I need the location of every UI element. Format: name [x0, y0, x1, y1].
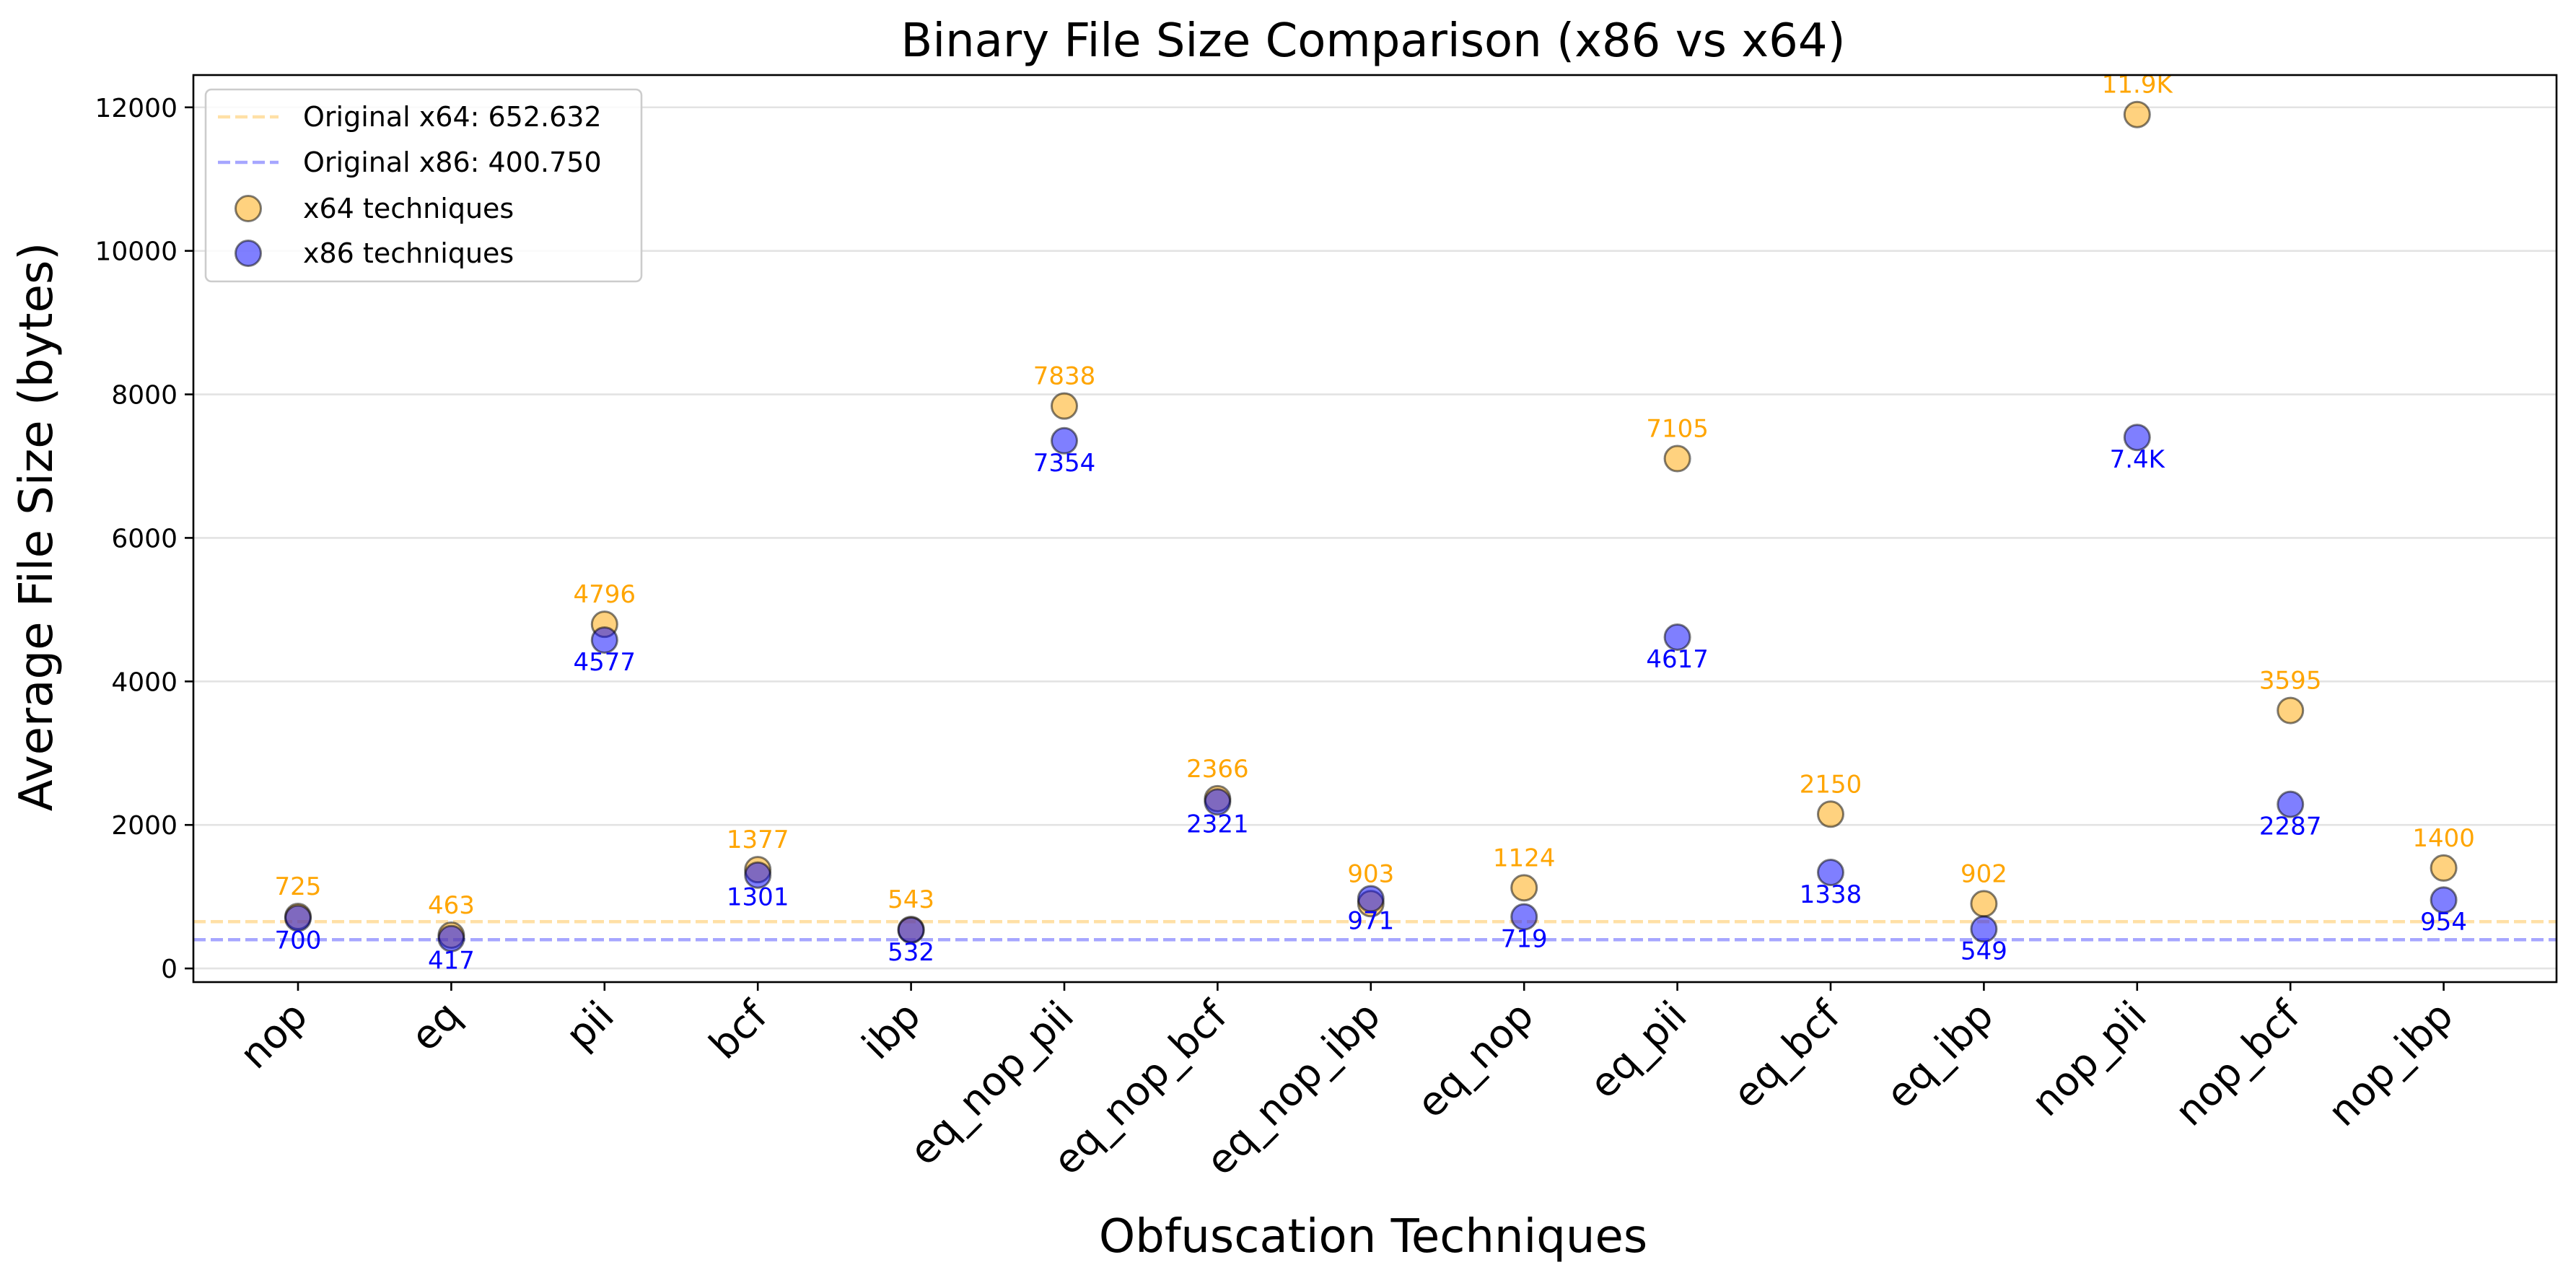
data-point: [2277, 790, 2305, 818]
legend-marker: [235, 195, 262, 222]
data-point: [284, 904, 312, 932]
data-label: 1301: [727, 883, 789, 912]
y-axis-ticks: 0 2000 4000 6000 8000 10000 12000: [95, 94, 193, 984]
y-tick-label: 10000: [95, 237, 178, 267]
data-label: 7.4K: [2110, 445, 2166, 474]
y-tick-label: 2000: [111, 811, 178, 841]
data-point: [2277, 696, 2305, 724]
data-label: 954: [2420, 908, 2467, 937]
data-label: 700: [275, 926, 322, 955]
data-label: 2321: [1186, 810, 1249, 838]
legend-label: Original x64: 652.632: [303, 101, 602, 133]
data-label: 532: [888, 938, 934, 967]
data-label: 2287: [2259, 813, 2322, 841]
y-axis-label: Average File Size (bytes): [10, 242, 63, 812]
data-label: 1377: [727, 826, 789, 854]
data-point: [1817, 800, 1844, 828]
legend-label: Original x86: 400.750: [303, 146, 602, 178]
legend-marker: [235, 240, 262, 267]
y-tick-label: 6000: [111, 524, 178, 553]
data-label: 4796: [574, 580, 636, 609]
data-label: 902: [1961, 859, 2007, 888]
data-label: 4617: [1646, 645, 1709, 674]
grid-layer: [193, 106, 2557, 970]
data-point: [2430, 854, 2458, 882]
y-tick-label: 0: [161, 955, 178, 984]
legend-box: [204, 88, 643, 283]
data-point: [2430, 886, 2458, 914]
y-tick-label: 12000: [95, 94, 178, 123]
data-label: 971: [1347, 907, 1394, 936]
data-label: 725: [275, 872, 322, 901]
data-point: [1510, 903, 1538, 931]
data-points: [284, 100, 2458, 953]
data-label: 719: [1501, 925, 1548, 954]
data-point: [2123, 424, 2151, 452]
data-point: [1204, 788, 1232, 816]
data-point: [1663, 445, 1691, 473]
data-label: 903: [1347, 859, 1394, 888]
data-point: [1051, 392, 1078, 420]
data-label: 463: [428, 891, 475, 920]
data-point: [1970, 915, 1998, 943]
data-label: 7354: [1033, 449, 1096, 478]
data-label: 7105: [1646, 415, 1709, 444]
x-axis-label: Obfuscation Techniques: [1099, 1210, 1647, 1264]
data-label: 417: [428, 947, 475, 976]
data-point: [437, 924, 465, 953]
data-point: [2123, 100, 2151, 128]
data-label: 7838: [1033, 362, 1096, 391]
data-label: 3595: [2259, 667, 2322, 696]
data-point: [897, 916, 925, 945]
chart-title: Binary File Size Comparison (x86 vs x64): [901, 14, 1845, 68]
data-label: 543: [888, 885, 934, 914]
data-point: [590, 626, 618, 654]
data-label: 549: [1961, 937, 2007, 966]
legend: Original x64: 652.632 Original x86: 400.7…: [204, 88, 643, 283]
data-point: [1051, 426, 1078, 455]
data-label: 2366: [1186, 755, 1249, 784]
data-label: 1124: [1493, 844, 1556, 872]
legend-label: x64 techniques: [303, 193, 514, 224]
data-label: 1400: [2412, 824, 2475, 853]
data-point: [1510, 874, 1538, 902]
data-point: [1357, 885, 1385, 913]
data-label: 4577: [574, 648, 636, 677]
data-point: [1970, 890, 1998, 918]
y-tick-label: 4000: [111, 667, 178, 697]
y-tick-label: 8000: [111, 381, 178, 411]
legend-label: x86 techniques: [303, 237, 514, 269]
reference-lines: [193, 919, 2557, 942]
data-label: 2150: [1800, 770, 1862, 799]
data-label: 1338: [1800, 880, 1862, 909]
plot-frame: [192, 74, 2558, 984]
data-point: [1817, 859, 1844, 887]
data-point: [744, 861, 772, 889]
data-point: [1663, 623, 1691, 651]
